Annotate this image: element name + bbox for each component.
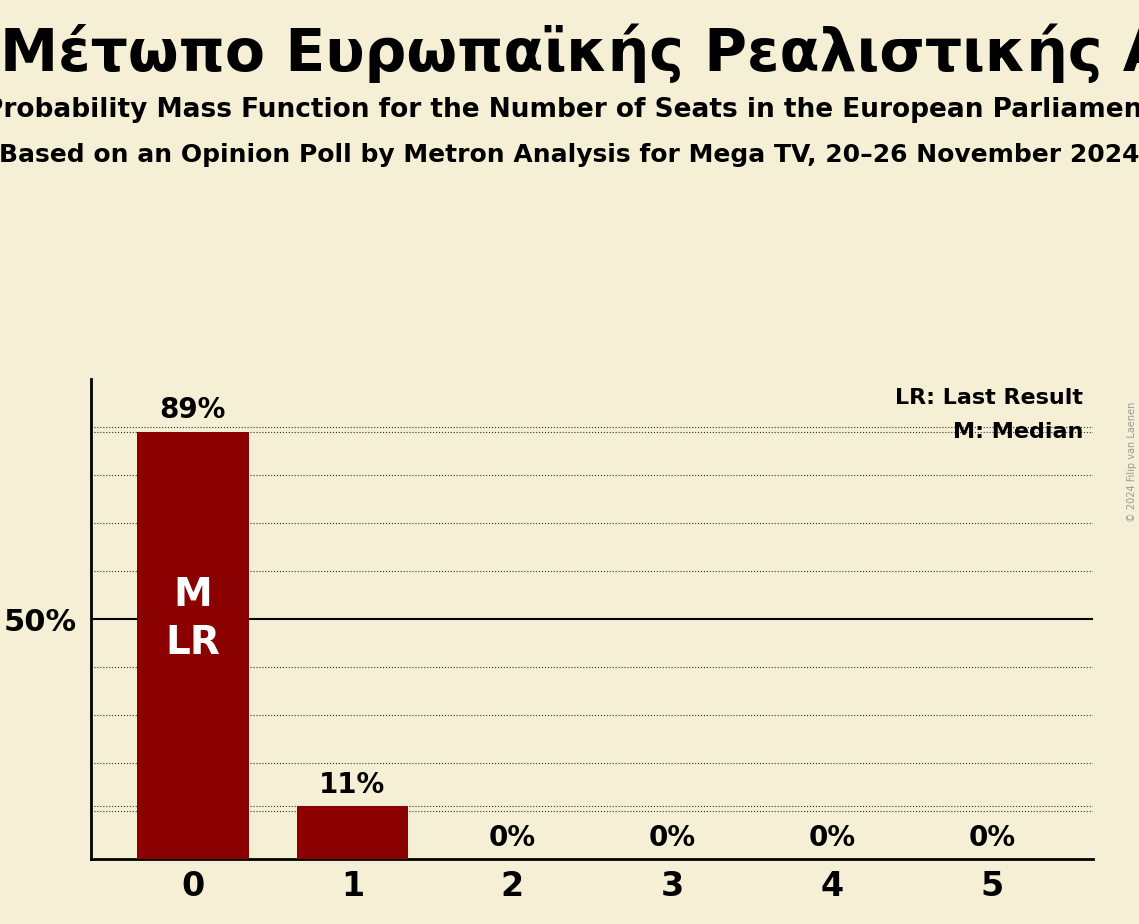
Text: LR: Last Result: LR: Last Result xyxy=(895,388,1083,408)
Bar xyxy=(296,807,409,859)
Text: Probability Mass Function for the Number of Seats in the European Parliament: Probability Mass Function for the Number… xyxy=(0,97,1139,123)
Text: Based on an Opinion Poll by Metron Analysis for Mega TV, 20–26 November 2024: Based on an Opinion Poll by Metron Analy… xyxy=(0,143,1139,167)
Text: Μέτωπο Ευρωπαϊκής Ρεαλιστικής Ανυπακοής (GUE/NG: Μέτωπο Ευρωπαϊκής Ρεαλιστικής Ανυπακοής … xyxy=(0,23,1139,82)
Text: 0%: 0% xyxy=(809,824,855,852)
Text: 0%: 0% xyxy=(489,824,536,852)
Text: LR: LR xyxy=(165,624,220,663)
Text: © 2024 Filip van Laenen: © 2024 Filip van Laenen xyxy=(1126,402,1137,522)
Text: 0%: 0% xyxy=(648,824,696,852)
Text: 11%: 11% xyxy=(319,772,386,799)
Text: M: M xyxy=(173,576,212,614)
Text: 89%: 89% xyxy=(159,396,226,424)
Bar xyxy=(137,432,248,859)
Text: 0%: 0% xyxy=(968,824,1016,852)
Text: M: Median: M: Median xyxy=(953,422,1083,442)
